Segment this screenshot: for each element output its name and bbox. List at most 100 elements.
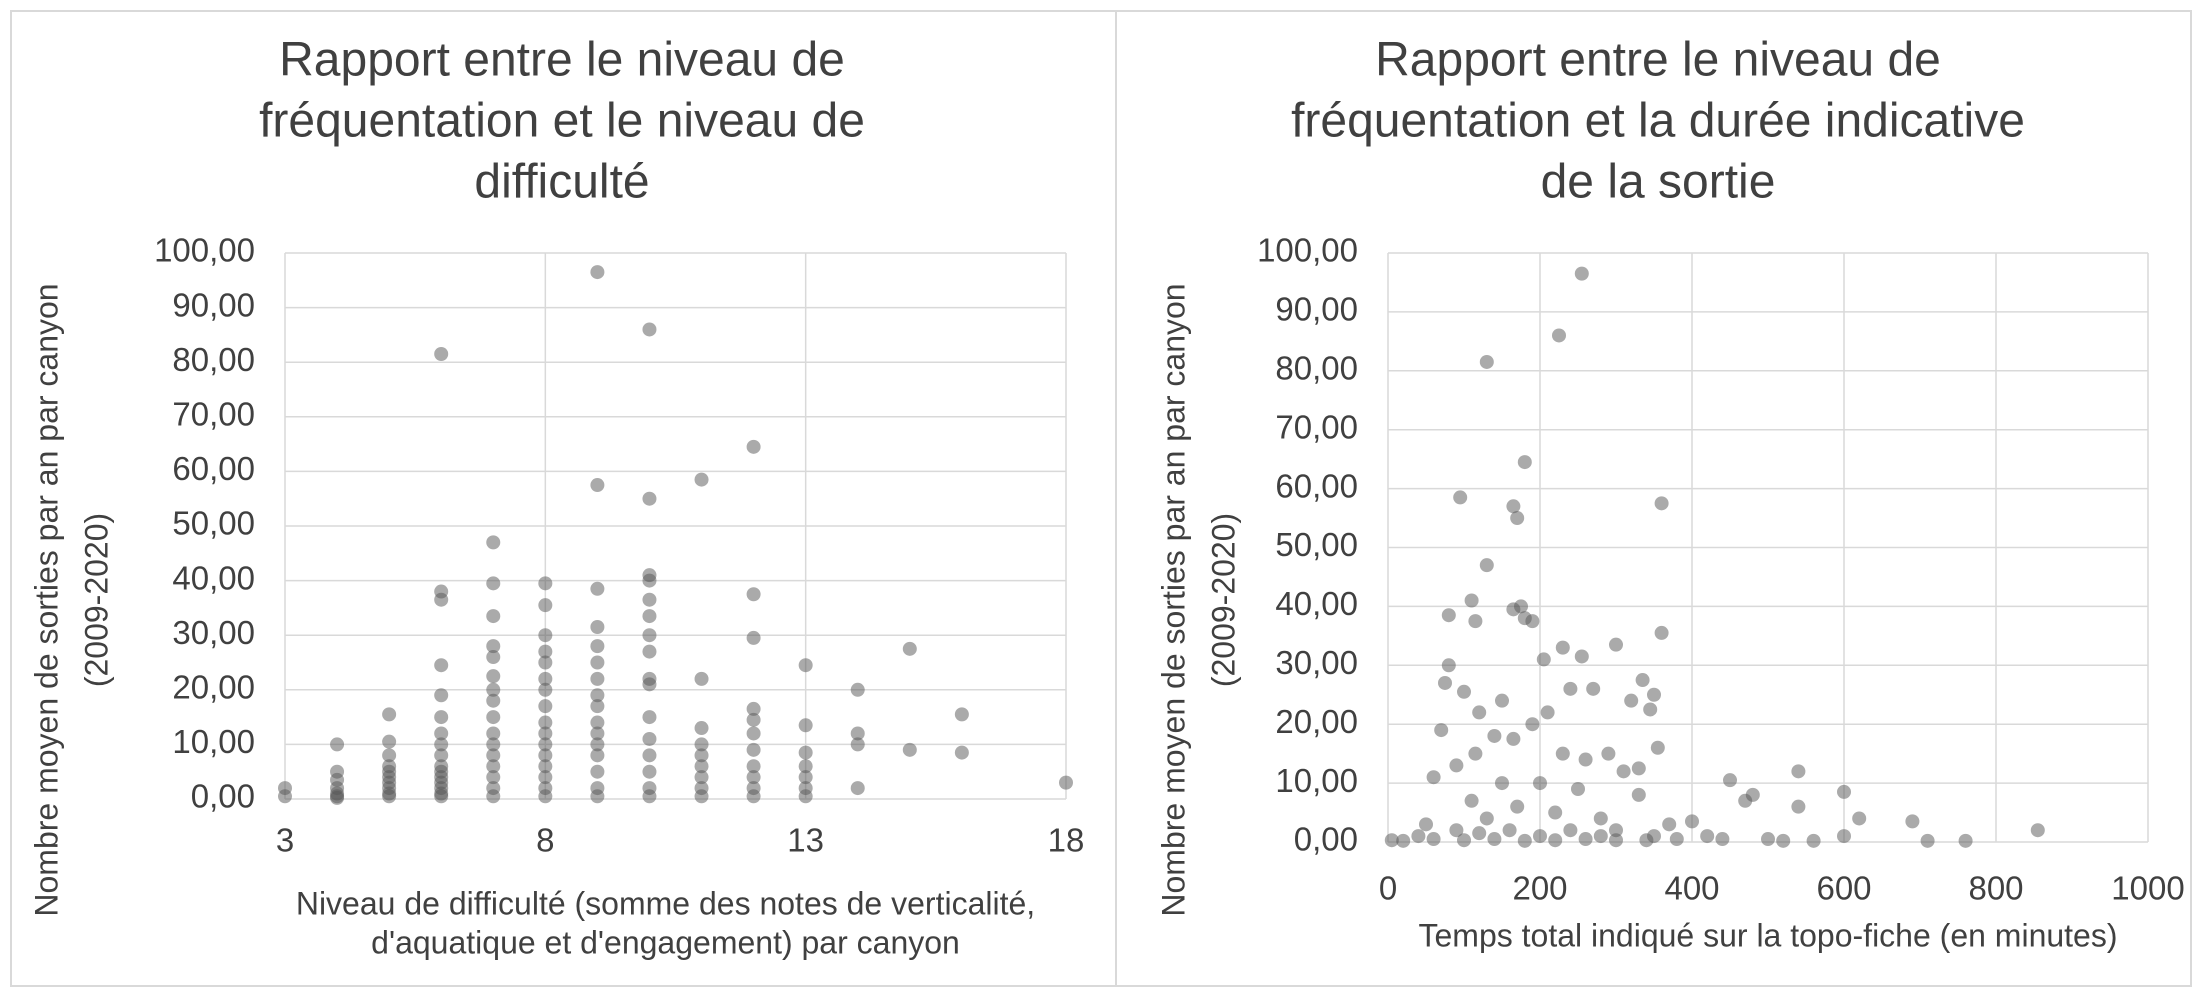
scatter-point [486, 710, 501, 725]
scatter-point [1563, 823, 1578, 838]
scatter-point [590, 748, 605, 763]
scatter-point [1510, 799, 1525, 814]
scatter-point [1715, 832, 1730, 847]
x-tick-label: 800 [1968, 870, 2023, 907]
y-tick-label: 70,00 [172, 396, 255, 433]
scatter-point [902, 641, 917, 656]
scatter-point [1434, 723, 1449, 738]
scatter-point [1593, 829, 1608, 844]
scatter-point [538, 671, 553, 686]
chart-title: Rapport entre le niveau de [1375, 34, 1941, 87]
scatter-point [694, 737, 709, 752]
scatter-point [1837, 829, 1851, 844]
scatter-point [1555, 640, 1570, 655]
scatter-point [1384, 833, 1399, 848]
scatter-point [1552, 328, 1566, 343]
scatter-point [1745, 787, 1760, 802]
scatter-point [694, 789, 709, 804]
scatter-point [642, 573, 657, 588]
scatter-point [434, 688, 449, 703]
scatter-point [1958, 833, 1973, 848]
scatter-point [590, 581, 605, 596]
scatter-point [486, 576, 501, 591]
scatter-point [382, 748, 397, 763]
scatter-point [538, 644, 553, 659]
scatter-point [1609, 823, 1623, 838]
scatter-point [538, 737, 553, 752]
scatter-point [538, 726, 553, 741]
scatter-point [1533, 776, 1547, 791]
scatter-point [1453, 490, 1468, 505]
scatter-point [590, 620, 605, 635]
y-tick-label: 20,00 [172, 669, 255, 706]
scatter-point [590, 671, 605, 686]
scatter-point [590, 688, 605, 703]
scatter-point [486, 759, 501, 774]
scatter-point [486, 639, 501, 654]
x-tick-label: 400 [1664, 870, 1719, 907]
scatter-point [1806, 833, 1821, 848]
scatter-point [746, 587, 761, 602]
scatter-point [1426, 832, 1441, 847]
scatter-point [1647, 687, 1661, 702]
scatter-point [798, 718, 813, 733]
scatter-point [538, 576, 553, 591]
scatter-point [538, 748, 553, 763]
scatter-point [538, 759, 553, 774]
scatter-point [694, 770, 709, 785]
scatter-point [590, 715, 605, 730]
scatter-point [1631, 787, 1646, 802]
scatter-point [746, 712, 761, 727]
scatter-point [694, 748, 709, 763]
scatter-point [694, 671, 709, 686]
x-tick-label: 8 [536, 822, 554, 859]
scatter-point [1723, 773, 1737, 788]
scatter-point [1533, 829, 1547, 844]
scatter-point [1525, 717, 1540, 732]
scatter-point [1905, 814, 1920, 829]
scatter-point [434, 592, 449, 607]
scatter-point [1555, 746, 1570, 761]
scatter-point [330, 737, 345, 752]
x-tick-label: 13 [787, 822, 824, 859]
scatter-point [538, 598, 553, 613]
scatter-point [642, 592, 657, 607]
scatter-point [1574, 266, 1589, 281]
scatter-point [642, 609, 657, 624]
scatter-point [694, 759, 709, 774]
scatter-point [642, 789, 657, 804]
scatter-point [1920, 833, 1935, 848]
scatter-point [538, 789, 553, 804]
scatter-point [1506, 731, 1521, 746]
scatter-point [642, 644, 657, 659]
scatter-point [1495, 776, 1509, 791]
scatter-point [746, 701, 761, 716]
scatter-point [850, 682, 865, 697]
x-tick-label: 600 [1816, 870, 1871, 907]
x-tick-label: 3 [276, 822, 294, 859]
scatter-point [486, 609, 501, 624]
scatter-point [1586, 681, 1601, 696]
scatter-point [1578, 752, 1593, 767]
scatter-point [1502, 823, 1517, 838]
scatter-point [1510, 511, 1525, 526]
y-axis-label: Nombre moyen de sorties par an par canyo… [1155, 283, 1191, 916]
scatter-point [1468, 614, 1483, 629]
scatter-point [486, 737, 501, 752]
scatter-point [1059, 775, 1073, 790]
y-tick-label: 60,00 [172, 450, 255, 487]
scatter-point [1669, 832, 1684, 847]
scatter-point [486, 535, 501, 550]
chart-title: fréquentation et la durée indicative [1291, 95, 2025, 148]
scatter-point [1479, 811, 1494, 826]
scatter-point [590, 699, 605, 714]
scatter-point [1540, 705, 1555, 720]
scatter-point [1654, 625, 1669, 640]
scatter-point [1495, 693, 1509, 708]
y-tick-label: 90,00 [1275, 291, 1358, 328]
scatter-point [1601, 746, 1616, 761]
scatter-point [1438, 675, 1452, 690]
y-tick-label: 40,00 [172, 559, 255, 596]
y-axis-label: (2009-2020) [78, 513, 114, 687]
scatter-point [538, 699, 553, 714]
